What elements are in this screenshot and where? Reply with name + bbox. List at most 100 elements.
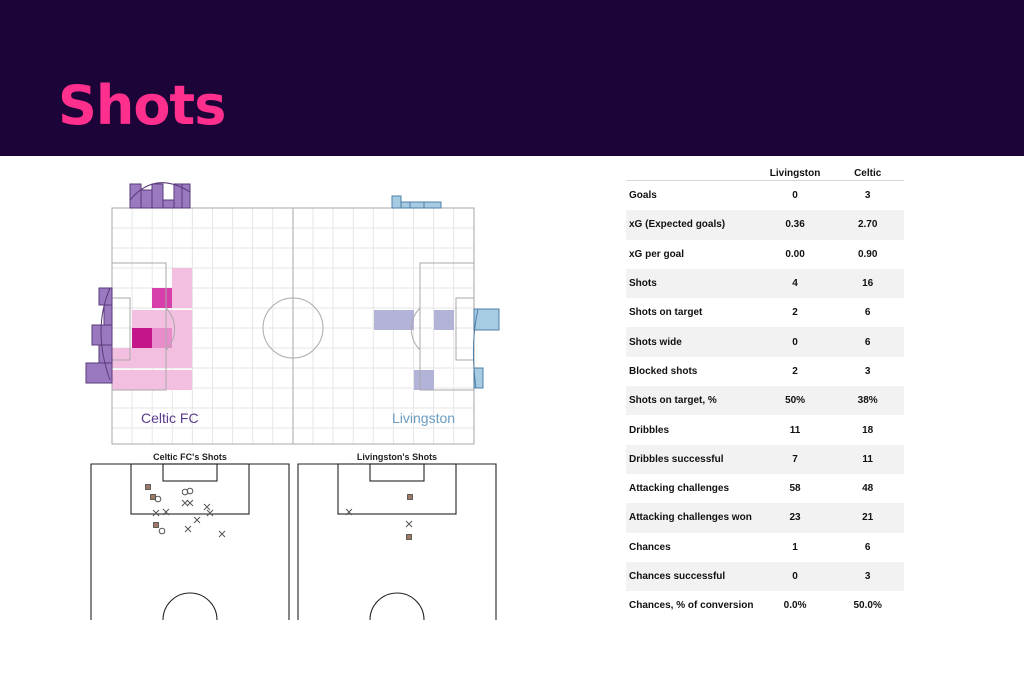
shot-marker-on-target: [158, 527, 166, 535]
stat-label: Chances successful: [626, 561, 759, 592]
heat-cell: [434, 310, 454, 330]
heat-cell: [152, 328, 172, 348]
stat-livingston: 0.36: [758, 210, 832, 240]
stats-row: Blocked shots 2 3: [626, 357, 904, 386]
stats-row: Shots on target, % 50% 38%: [626, 386, 904, 416]
stats-row: Shots on target 2 6: [626, 298, 904, 327]
heat-cell: [132, 370, 152, 390]
stat-label: Shots on target, %: [626, 386, 759, 416]
shot-marker-blocked: [206, 509, 214, 517]
stat-livingston: 0.00: [785, 248, 805, 260]
stat-livingston: 0.0%: [783, 600, 807, 612]
shot-marker-blocked: [345, 508, 353, 516]
shot-marker-blocked: [162, 508, 170, 516]
stat-celtic: 18: [862, 424, 874, 436]
stat-label: Blocked shots: [629, 365, 698, 377]
livingston-shot-map: Livingston's Shots: [297, 452, 497, 621]
stat-livingston: 23: [758, 503, 832, 533]
shot-marker-goal: [153, 522, 159, 528]
stat-celtic: 50.0%: [853, 600, 882, 612]
heat-cell: [172, 370, 192, 390]
stat-livingston: 0: [758, 327, 832, 357]
stat-label: Attacking challenges: [629, 483, 730, 495]
stat-livingston: 0: [792, 190, 798, 202]
stats-row: Chances successful 0 3: [626, 561, 904, 592]
celtic-side-histogram: [85, 287, 113, 384]
livingston-shot-markers: [345, 494, 413, 540]
page-title: Shots: [58, 74, 226, 137]
shot-marker-blocked: [152, 509, 160, 517]
stat-livingston: 2: [792, 365, 798, 377]
stats-header-celtic: Celtic: [831, 166, 904, 181]
stats-row: Shots 4 16: [626, 268, 904, 299]
shot-marker-blocked: [203, 503, 211, 511]
heat-cell: [172, 268, 192, 288]
stats-row: xG (Expected goals) 0.36 2.70: [626, 210, 904, 240]
stat-label: Goals: [629, 190, 657, 202]
stat-celtic: 16: [831, 268, 904, 299]
stat-label: Chances: [629, 541, 671, 553]
heat-cell: [132, 348, 152, 368]
heat-cell: [152, 370, 172, 390]
livingston-heat-cells: [374, 310, 454, 390]
stats-header-blank: [626, 166, 759, 181]
shot-figure: Celtic FC Livingston Celtic FC's Shots L…: [85, 182, 500, 621]
stat-livingston: 2: [792, 307, 798, 319]
stats-row: Attacking challenges won 23 21: [626, 503, 904, 533]
stat-livingston: 50%: [758, 386, 832, 416]
stat-celtic: 2.70: [831, 210, 904, 240]
heat-cell: [152, 288, 172, 308]
stat-livingston: 0: [758, 561, 832, 592]
stat-livingston: 58: [789, 483, 801, 495]
stat-celtic: 3: [831, 561, 904, 592]
stats-header-row: Livingston Celtic: [626, 166, 904, 181]
stats-row: Chances, % of conversion 0.0% 50.0%: [626, 591, 904, 620]
stat-livingston: 4: [758, 268, 832, 299]
stat-label: Dribbles: [629, 424, 670, 436]
stats-row: Chances 1 6: [626, 533, 904, 562]
stat-celtic: 6: [864, 307, 871, 319]
shot-marker-blocked: [181, 499, 189, 507]
stats-row: Dribbles 11 18: [626, 415, 904, 444]
livingston-heatmap-label: Livingston: [392, 410, 455, 426]
celtic-top-histogram: [129, 182, 191, 209]
shot-marker-blocked: [193, 516, 201, 524]
heat-cell: [172, 348, 192, 368]
shot-marker-blocked: [184, 525, 192, 533]
stats-row: Shots wide 0 6: [626, 327, 904, 357]
stat-label: Attacking challenges won: [626, 503, 759, 533]
stat-celtic: 3: [864, 190, 871, 202]
shot-marker-goal: [145, 484, 151, 490]
celtic-heat-cells: [112, 268, 192, 390]
heat-cell: [152, 348, 172, 368]
shot-marker-blocked: [405, 520, 413, 528]
stat-livingston: 1: [792, 541, 798, 553]
livingston-top-histogram: [391, 195, 442, 209]
heat-cell: [172, 328, 192, 348]
stat-celtic: 21: [831, 503, 904, 533]
stat-celtic: 38%: [831, 386, 904, 416]
stat-livingston: 7: [758, 444, 832, 474]
stats-row: xG per goal 0.00 0.90: [626, 240, 904, 269]
shot-marker-on-target: [186, 487, 194, 495]
livingston-shot-map-title: Livingston's Shots: [357, 452, 437, 462]
stats-row: Attacking challenges 58 48: [626, 474, 904, 503]
heatmap-pitch-lines: [111, 207, 475, 445]
celtic-shot-markers: [145, 484, 226, 538]
stat-label: Chances, % of conversion: [629, 600, 754, 612]
shot-marker-blocked: [186, 499, 194, 507]
stat-label: Shots: [626, 268, 759, 299]
heat-cell: [112, 370, 132, 390]
celtic-heatmap-label: Celtic FC: [141, 410, 199, 426]
celtic-shot-map: Celtic FC's Shots: [90, 452, 290, 621]
shot-marker-goal: [406, 534, 412, 540]
stat-label: xG (Expected goals): [626, 210, 759, 240]
livingston-side-histogram: [472, 308, 500, 389]
stat-label: xG per goal: [629, 248, 685, 260]
stat-celtic: 0.90: [857, 248, 878, 260]
shot-marker-goal: [407, 494, 413, 500]
header-banner: Shots: [0, 0, 1024, 156]
celtic-shot-map-title: Celtic FC's Shots: [153, 452, 227, 462]
heat-cell: [414, 370, 434, 390]
shot-marker-on-target: [154, 495, 162, 503]
